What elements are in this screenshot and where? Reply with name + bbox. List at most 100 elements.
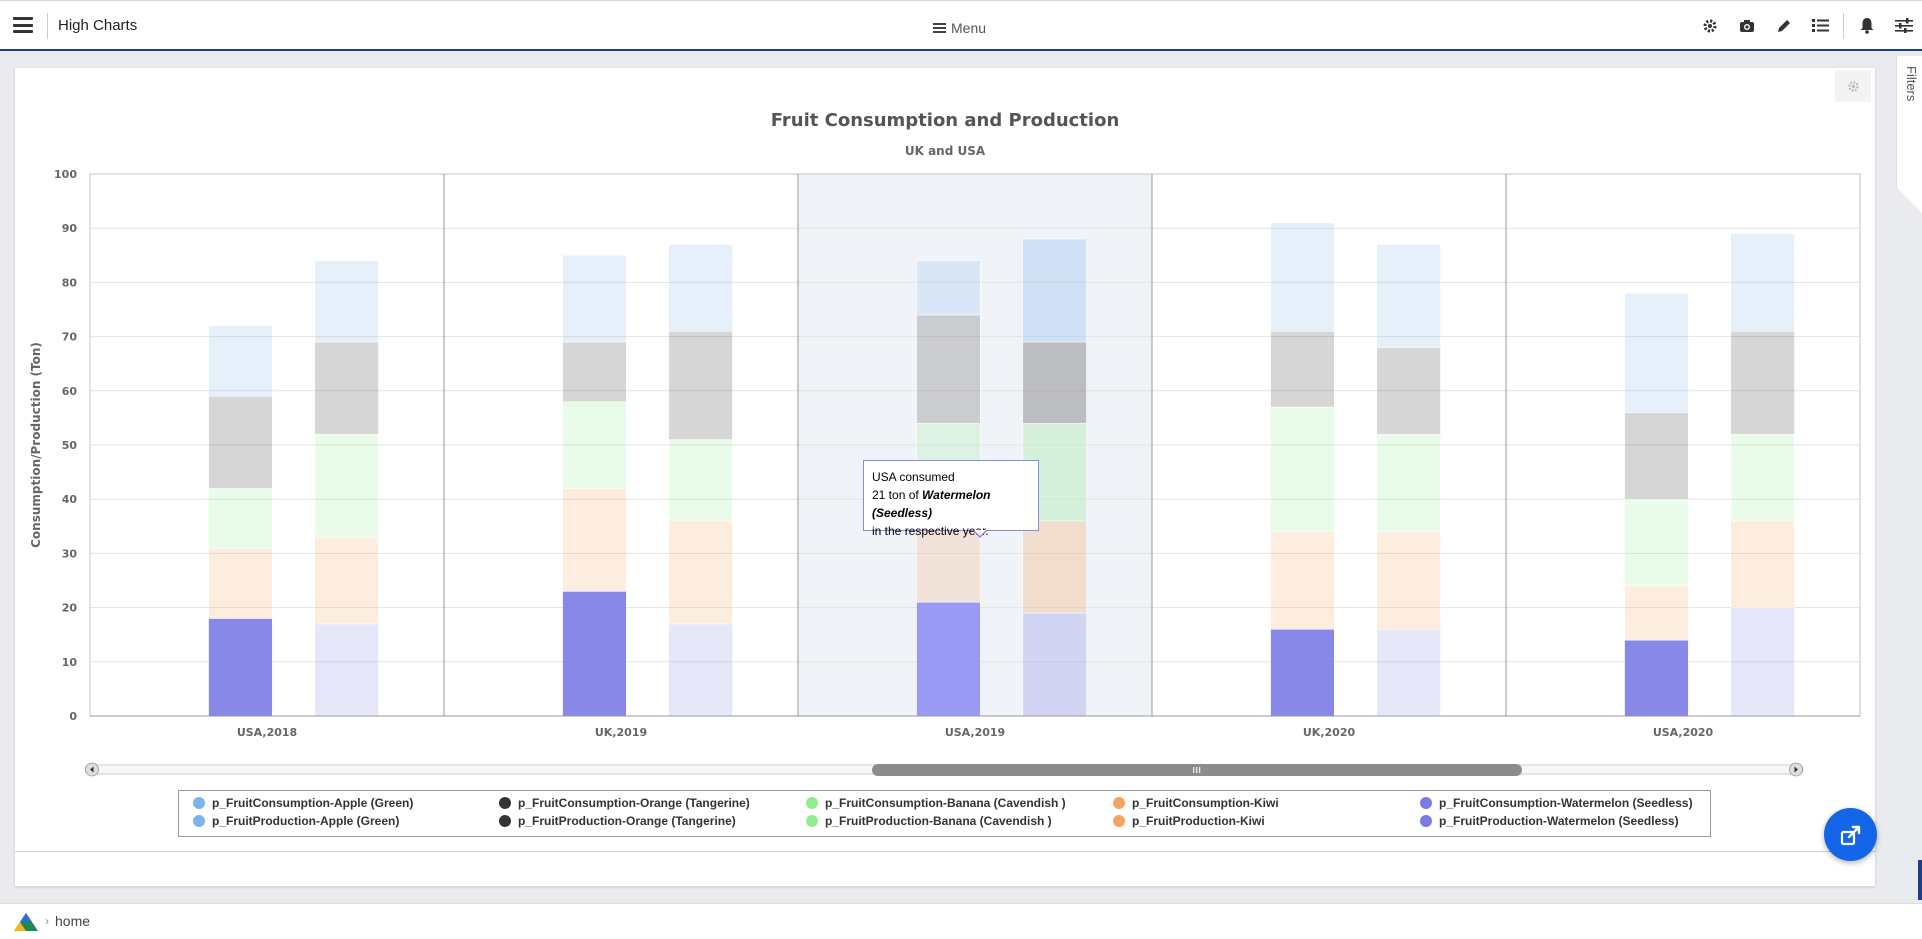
legend-label: p_FruitProduction-Apple (Green) bbox=[212, 814, 400, 828]
y-tick-label: 0 bbox=[69, 710, 77, 723]
settings-icon[interactable] bbox=[1691, 1, 1728, 50]
bar-consumption-apple-green-1[interactable] bbox=[562, 255, 627, 343]
bar-consumption-banana-cavendish-0[interactable] bbox=[208, 488, 273, 549]
bar-production-banana-cavendish-4[interactable] bbox=[1730, 433, 1795, 522]
bar-production-kiwi-3[interactable] bbox=[1376, 531, 1441, 630]
menu-lines-icon bbox=[933, 23, 946, 33]
bar-consumption-orange-tangerine-1[interactable] bbox=[562, 341, 627, 402]
bar-production-apple-green-1[interactable] bbox=[668, 244, 733, 332]
x-tick-label: USA,2020 bbox=[1653, 726, 1714, 739]
bar-consumption-apple-green-0[interactable] bbox=[208, 325, 273, 397]
hamburger-menu-icon[interactable] bbox=[13, 17, 33, 33]
bar-consumption-orange-tangerine-4[interactable] bbox=[1624, 412, 1689, 500]
bar-consumption-kiwi-1[interactable] bbox=[562, 488, 627, 592]
bar-consumption-watermelon-seedless-2[interactable] bbox=[916, 601, 981, 717]
legend-item[interactable]: p_FruitProduction-Orange (Tangerine) bbox=[499, 814, 736, 828]
app-logo-icon[interactable] bbox=[13, 912, 39, 937]
filters-tab-label: Filters bbox=[1904, 66, 1919, 102]
y-tick-label: 50 bbox=[62, 439, 78, 452]
bar-consumption-banana-cavendish-1[interactable] bbox=[562, 401, 627, 489]
legend-label: p_FruitProduction-Orange (Tangerine) bbox=[518, 814, 736, 828]
legend-item[interactable]: p_FruitProduction-Kiwi bbox=[1113, 814, 1265, 828]
legend-item[interactable]: p_FruitConsumption-Orange (Tangerine) bbox=[499, 796, 750, 810]
legend-label: p_FruitConsumption-Watermelon (Seedless) bbox=[1439, 796, 1693, 810]
scroll-right-button[interactable] bbox=[1789, 762, 1803, 777]
bar-consumption-kiwi-0[interactable] bbox=[208, 547, 273, 619]
bar-production-banana-cavendish-1[interactable] bbox=[668, 439, 733, 522]
chart-settings-button[interactable] bbox=[1835, 70, 1871, 102]
scrollbar-grip bbox=[1193, 767, 1201, 773]
bar-consumption-apple-green-4[interactable] bbox=[1624, 292, 1689, 413]
tooltip-line-2-prefix: 21 ton of bbox=[872, 488, 923, 502]
breadcrumb-home[interactable]: home bbox=[55, 913, 91, 929]
filters-tab-notch bbox=[1897, 188, 1922, 213]
bar-production-watermelon-seedless-4[interactable] bbox=[1730, 607, 1795, 717]
legend-item[interactable]: p_FruitConsumption-Watermelon (Seedless) bbox=[1420, 796, 1693, 810]
sliders-icon[interactable] bbox=[1885, 1, 1922, 50]
list-icon[interactable] bbox=[1802, 1, 1839, 50]
legend-item[interactable]: p_FruitProduction-Watermelon (Seedless) bbox=[1420, 814, 1679, 828]
menu-button[interactable]: Menu bbox=[933, 20, 986, 36]
bar-production-orange-tangerine-0[interactable] bbox=[314, 341, 379, 435]
gear-icon bbox=[1847, 80, 1859, 92]
menu-label: Menu bbox=[951, 20, 987, 36]
x-tick-label: UK,2019 bbox=[595, 726, 647, 739]
chart-tooltip: USA consumed 21 ton of Watermelon (Seedl… bbox=[863, 460, 1039, 538]
bar-consumption-apple-green-2[interactable] bbox=[916, 260, 981, 316]
bar-production-watermelon-seedless-0[interactable] bbox=[314, 623, 379, 717]
bar-consumption-apple-green-3[interactable] bbox=[1270, 222, 1335, 332]
legend-item[interactable]: p_FruitProduction-Banana (Cavendish ) bbox=[806, 814, 1052, 828]
legend-marker-icon bbox=[1113, 797, 1125, 809]
bar-production-banana-cavendish-3[interactable] bbox=[1376, 433, 1441, 532]
bar-consumption-orange-tangerine-0[interactable] bbox=[208, 395, 273, 489]
bar-consumption-kiwi-4[interactable] bbox=[1624, 585, 1689, 641]
legend-label: p_FruitProduction-Kiwi bbox=[1132, 814, 1265, 828]
bar-production-kiwi-0[interactable] bbox=[314, 536, 379, 625]
bar-consumption-watermelon-seedless-0[interactable] bbox=[208, 618, 273, 717]
bar-production-watermelon-seedless-1[interactable] bbox=[668, 623, 733, 717]
pencil-icon[interactable] bbox=[1765, 1, 1802, 50]
toolbar-divider bbox=[1843, 12, 1844, 39]
bar-production-apple-green-3[interactable] bbox=[1376, 244, 1441, 348]
bar-production-orange-tangerine-3[interactable] bbox=[1376, 347, 1441, 435]
bar-production-orange-tangerine-4[interactable] bbox=[1730, 330, 1795, 435]
share-fab-button[interactable] bbox=[1824, 808, 1877, 861]
tooltip-line-3: in the respective year. bbox=[872, 524, 989, 538]
legend-marker-icon bbox=[1113, 815, 1125, 827]
bar-production-kiwi-2[interactable] bbox=[1022, 520, 1087, 614]
legend-item[interactable]: p_FruitConsumption-Kiwi bbox=[1113, 796, 1279, 810]
bar-production-watermelon-seedless-2[interactable] bbox=[1022, 612, 1087, 717]
bar-consumption-watermelon-seedless-1[interactable] bbox=[562, 591, 627, 717]
bar-consumption-watermelon-seedless-3[interactable] bbox=[1270, 629, 1335, 717]
bar-production-apple-green-4[interactable] bbox=[1730, 233, 1795, 332]
bar-production-kiwi-4[interactable] bbox=[1730, 520, 1795, 608]
stacked-bar-chart: Fruit Consumption and Production UK and … bbox=[29, 110, 1861, 739]
bar-consumption-banana-cavendish-3[interactable] bbox=[1270, 406, 1335, 532]
bar-production-banana-cavendish-0[interactable] bbox=[314, 433, 379, 538]
legend-item[interactable]: p_FruitConsumption-Banana (Cavendish ) bbox=[806, 796, 1066, 810]
footer-bar: › home bbox=[0, 903, 1922, 939]
tooltip-line-2: 21 ton of Watermelon (Seedless) bbox=[872, 486, 1030, 522]
bar-consumption-orange-tangerine-3[interactable] bbox=[1270, 330, 1335, 408]
camera-icon[interactable] bbox=[1728, 1, 1765, 50]
header-toolbar bbox=[1691, 1, 1922, 50]
bar-consumption-kiwi-3[interactable] bbox=[1270, 531, 1335, 630]
bar-production-kiwi-1[interactable] bbox=[668, 520, 733, 625]
scroll-left-button[interactable] bbox=[85, 762, 99, 777]
bar-production-orange-tangerine-1[interactable] bbox=[668, 330, 733, 440]
filters-tab[interactable]: Filters bbox=[1896, 56, 1922, 190]
tooltip-item: Watermelon (Seedless) bbox=[872, 488, 991, 520]
bar-consumption-banana-cavendish-4[interactable] bbox=[1624, 498, 1689, 587]
bar-production-watermelon-seedless-3[interactable] bbox=[1376, 629, 1441, 717]
bell-icon[interactable] bbox=[1848, 1, 1885, 50]
bar-consumption-orange-tangerine-2[interactable] bbox=[916, 314, 981, 424]
tooltip-line-1: USA consumed bbox=[872, 470, 955, 484]
legend-marker-icon bbox=[806, 815, 818, 827]
bar-production-apple-green-2[interactable] bbox=[1022, 238, 1087, 343]
bar-production-orange-tangerine-2[interactable] bbox=[1022, 341, 1087, 424]
legend-item[interactable]: p_FruitConsumption-Apple (Green) bbox=[193, 796, 413, 810]
navigator-scrollbar[interactable] bbox=[85, 760, 1805, 778]
legend-item[interactable]: p_FruitProduction-Apple (Green) bbox=[193, 814, 399, 828]
bar-production-apple-green-0[interactable] bbox=[314, 260, 379, 343]
bar-consumption-watermelon-seedless-4[interactable] bbox=[1624, 639, 1689, 717]
